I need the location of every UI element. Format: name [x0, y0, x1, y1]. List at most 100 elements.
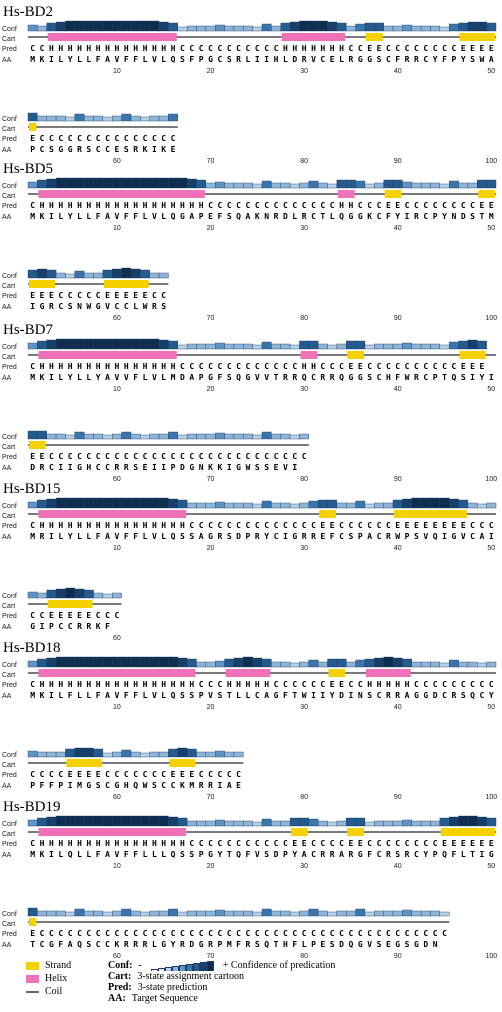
- aa-letter: R: [77, 145, 82, 154]
- confidence-bar: [355, 817, 366, 827]
- pred-letter: E: [68, 770, 73, 779]
- confidence-bar: [252, 344, 263, 350]
- aa-letter: H: [386, 373, 391, 382]
- confidence-bar: [177, 177, 188, 189]
- aa-letter: F: [217, 212, 222, 221]
- confidence-bar: [27, 342, 38, 350]
- aa-letter: I: [227, 463, 232, 472]
- aa-letter: F: [386, 212, 391, 221]
- aa-letter: S: [180, 55, 185, 64]
- aa-letter: L: [58, 691, 63, 700]
- aa-letter: F: [189, 55, 194, 64]
- confidence-bar: [27, 24, 38, 32]
- confidence-bar: [55, 588, 66, 599]
- position-tick: 50: [487, 863, 495, 870]
- confidence-bar: [280, 910, 291, 917]
- pred-letter: C: [433, 929, 438, 938]
- pred-letter: E: [451, 521, 456, 530]
- confidence-bar: [317, 661, 328, 668]
- confidence-bar: [420, 182, 431, 189]
- pred-letter: H: [86, 521, 91, 530]
- aa-letter: T: [442, 373, 447, 382]
- row-label-aa: AA: [2, 465, 12, 472]
- confidence-bar: [158, 751, 169, 758]
- pred-letter: C: [68, 452, 73, 461]
- pred-letter: C: [264, 362, 269, 371]
- confidence-bar: [374, 22, 384, 32]
- pred-letter: C: [105, 611, 110, 620]
- confidence-bar: [168, 177, 178, 189]
- pred-letter: C: [489, 521, 494, 530]
- aa-letter: E: [320, 940, 325, 949]
- position-tick: 30: [300, 225, 308, 232]
- row-label-conf: Conf: [2, 344, 17, 351]
- confidence-bar: [37, 115, 47, 122]
- pred-letter: E: [470, 44, 475, 53]
- aa-letter: G: [208, 850, 213, 859]
- confidence-bar: [477, 662, 487, 668]
- row-label-conf: Conf: [2, 911, 17, 918]
- confidence-bar: [430, 343, 441, 350]
- aa-letter: W: [395, 532, 400, 541]
- pred-letter: C: [86, 291, 91, 300]
- confidence-bar: [214, 750, 225, 758]
- aa-letter: F: [395, 373, 400, 382]
- confidence-bar: [83, 589, 94, 599]
- pred-letter: C: [199, 839, 204, 848]
- confidence-bar: [252, 434, 263, 440]
- aa-letter: F: [124, 55, 129, 64]
- pred-letter: C: [115, 929, 120, 938]
- pred-letter: C: [227, 839, 232, 848]
- aa-letter: G: [58, 145, 63, 154]
- pred-letter: E: [339, 680, 344, 689]
- row-label-aa: AA: [2, 852, 12, 859]
- position-tick: 70: [207, 794, 215, 801]
- aa-letter: F: [124, 532, 129, 541]
- aa-letter: C: [423, 55, 428, 64]
- aa-letter: R: [330, 850, 335, 859]
- confidence-bar: [271, 182, 281, 189]
- pred-letter: C: [442, 680, 447, 689]
- pred-letter: H: [86, 680, 91, 689]
- confidence-bar: [233, 343, 244, 350]
- confidence-bar: [336, 22, 347, 32]
- legend-strand: Strand: [26, 960, 71, 971]
- confidence-bar: [289, 434, 300, 440]
- aa-letter: Y: [489, 691, 494, 700]
- pred-letter: C: [208, 362, 213, 371]
- helix-segment: [38, 351, 177, 359]
- aa-letter: S: [349, 532, 354, 541]
- aa-letter: H: [283, 940, 288, 949]
- aa-letter: A: [105, 55, 110, 64]
- protein-title: Hs-BD19: [3, 799, 61, 815]
- confidence-bar: [233, 657, 244, 668]
- row-label-cart: Cart: [2, 762, 15, 769]
- confidence-bar: [168, 340, 178, 350]
- confidence-bar: [486, 179, 497, 189]
- aa-letter: V: [115, 373, 120, 382]
- position-tick: 70: [207, 158, 215, 165]
- confidence-bar: [214, 342, 225, 350]
- confidence-bar: [130, 338, 141, 350]
- confidence-bar: [83, 497, 94, 509]
- strand-segment: [394, 510, 467, 518]
- confidence-bar: [271, 661, 281, 668]
- aa-letter: L: [58, 55, 63, 64]
- confidence-bar: [83, 656, 94, 668]
- aa-letter: L: [152, 850, 157, 859]
- aa-letter: S: [189, 850, 194, 859]
- confidence-bar: [252, 503, 263, 509]
- confidence-bar: [130, 656, 141, 668]
- confidence-bar: [346, 179, 356, 189]
- confidence-bar: [46, 269, 57, 279]
- confidence-bar: [317, 910, 328, 917]
- pred-letter: C: [274, 521, 279, 530]
- confidence-bar: [233, 433, 244, 440]
- aa-letter: A: [189, 212, 194, 221]
- confidence-bar: [243, 910, 253, 917]
- pred-letter: C: [283, 452, 288, 461]
- row-label-conf: Conf: [2, 26, 17, 33]
- pred-letter: H: [68, 839, 73, 848]
- confidence-bar: [355, 180, 366, 189]
- confidence-bar: [205, 182, 216, 189]
